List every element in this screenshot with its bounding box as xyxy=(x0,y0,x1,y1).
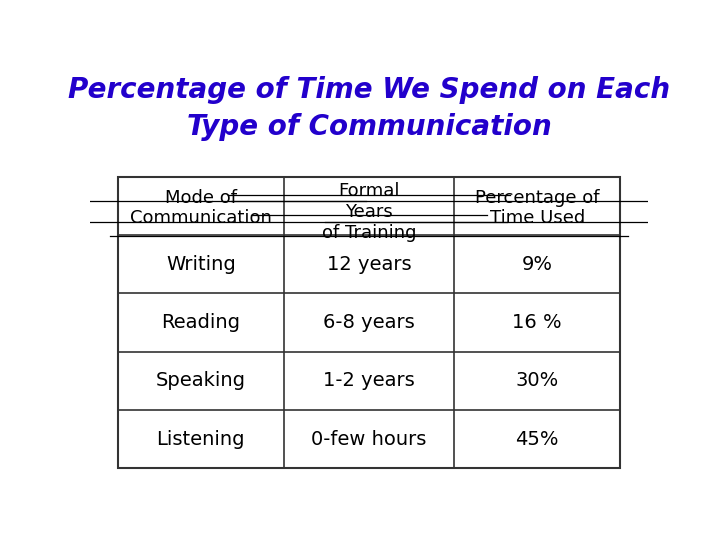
Text: 6-8 years: 6-8 years xyxy=(323,313,415,332)
Text: Listening: Listening xyxy=(156,429,245,449)
Text: Communication: Communication xyxy=(130,210,271,227)
Text: 1-2 years: 1-2 years xyxy=(323,372,415,390)
Text: Reading: Reading xyxy=(161,313,240,332)
Text: 12 years: 12 years xyxy=(327,255,411,274)
Text: Speaking: Speaking xyxy=(156,372,246,390)
Text: 45%: 45% xyxy=(516,429,559,449)
Text: Time Used: Time Used xyxy=(490,210,585,227)
Text: Writing: Writing xyxy=(166,255,235,274)
Text: Percentage of: Percentage of xyxy=(475,188,600,207)
Text: 9%: 9% xyxy=(522,255,553,274)
Bar xyxy=(118,177,620,468)
Text: Formal: Formal xyxy=(338,182,400,200)
Text: Percentage of Time We Spend on Each
Type of Communication: Percentage of Time We Spend on Each Type… xyxy=(68,76,670,141)
Text: 16 %: 16 % xyxy=(513,313,562,332)
Text: Mode of: Mode of xyxy=(165,188,237,207)
Text: of Training: of Training xyxy=(322,224,416,241)
Text: 0-few hours: 0-few hours xyxy=(311,429,427,449)
Text: 30%: 30% xyxy=(516,372,559,390)
Text: Years: Years xyxy=(345,203,393,221)
